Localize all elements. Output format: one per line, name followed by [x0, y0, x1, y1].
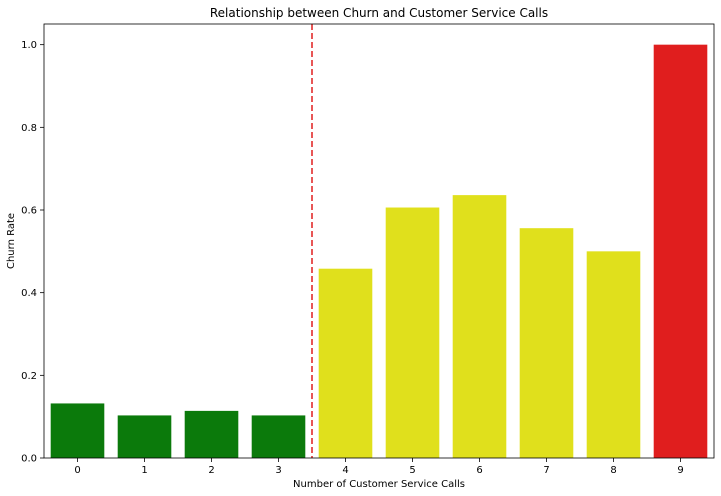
plot-frame: [43, 23, 715, 459]
x-tick-label: 8: [610, 465, 616, 476]
chart-title: Relationship between Churn and Customer …: [210, 6, 548, 20]
x-tick-label: 7: [543, 465, 549, 476]
x-tick-label: 1: [141, 465, 147, 476]
bar-8: [586, 251, 641, 458]
bar-7: [519, 228, 574, 458]
x-tick-label: 2: [208, 465, 214, 476]
bar-2: [184, 410, 239, 458]
bar-4: [318, 268, 373, 458]
bar-0: [50, 403, 105, 458]
y-tick-label: 0.8: [21, 123, 37, 134]
bar-6: [452, 195, 507, 458]
x-axis: 0 1 2 3 4 5 6 7 8 9: [74, 458, 684, 476]
y-axis: 0.0 0.2 0.4 0.6 0.8 1.0: [21, 40, 44, 465]
bar-1: [117, 415, 172, 458]
y-tick-label: 0.4: [21, 288, 37, 299]
x-tick-label: 6: [476, 465, 482, 476]
bar-9: [653, 44, 708, 459]
x-tick-label: 4: [342, 465, 348, 476]
x-tick-label: 9: [677, 465, 683, 476]
y-axis-label: Churn Rate: [6, 213, 17, 269]
y-tick-label: 0.6: [21, 206, 37, 217]
y-tick-label: 0.0: [21, 454, 37, 465]
y-tick-label: 1.0: [21, 40, 37, 51]
y-tick-label: 0.2: [21, 371, 37, 382]
x-axis-label: Number of Customer Service Calls: [293, 479, 465, 490]
x-tick-label: 0: [74, 465, 80, 476]
bars-group: [50, 44, 708, 459]
x-tick-label: 5: [409, 465, 415, 476]
x-tick-label: 3: [275, 465, 281, 476]
bar-3: [251, 415, 306, 458]
bar-5: [385, 207, 440, 458]
